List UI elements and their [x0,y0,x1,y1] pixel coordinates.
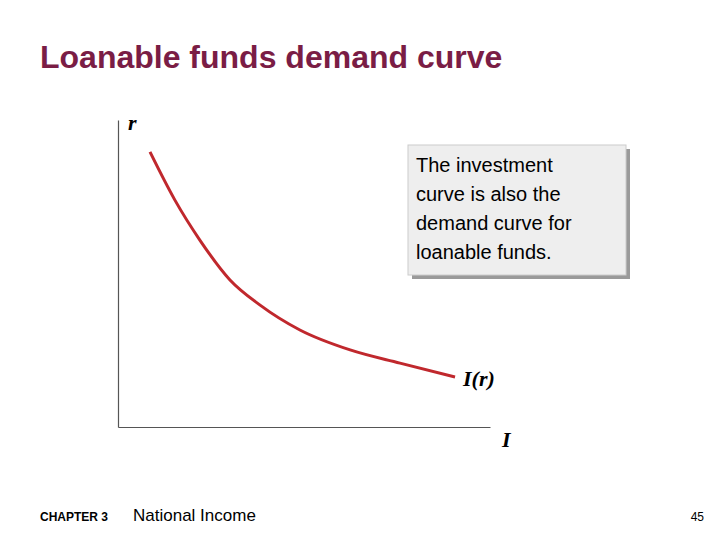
footer-page: 45 [691,510,705,524]
annotation-text: The investment [416,154,553,176]
footer-section: National Income [133,506,256,525]
x-axis-label: I [501,427,512,452]
x-axis [119,427,491,428]
y-axis [118,121,119,428]
annotation-text: loanable funds. [416,241,552,263]
title: Loanable funds demand curve [40,39,502,75]
annotation-text: demand curve for [416,212,572,234]
y-axis-label: r [128,110,137,135]
annotation-box [408,145,626,275]
axis-line [119,427,491,428]
slide: Loanable funds demand curve r I I(r) The inv… [0,0,720,540]
axis-line [118,121,119,428]
curve-label: I(r) [462,366,495,391]
footer-chapter: CHAPTER 3 [40,510,108,524]
annotation-text: curve is also the [416,183,561,205]
